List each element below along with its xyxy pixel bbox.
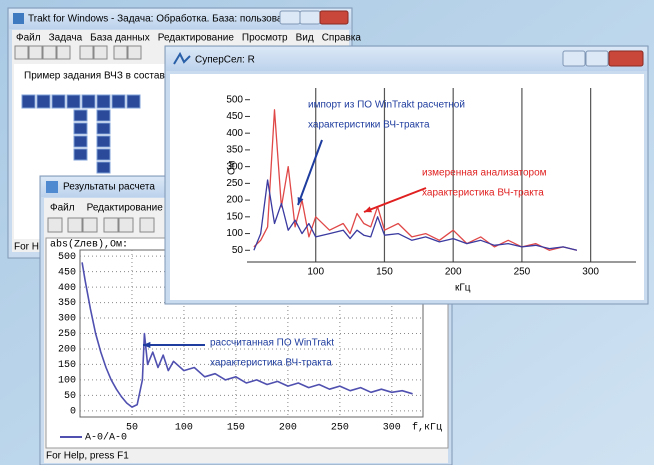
window-title: СуперСел: R: [195, 55, 255, 66]
annotation: характеристика ВЧ-тракта: [422, 188, 544, 199]
y-tick-label: 50: [232, 245, 244, 256]
y-tick-label: 100: [226, 228, 243, 239]
y-tick-label: 400: [226, 128, 243, 139]
status-bar: For Help, press F1: [46, 451, 129, 462]
minimize[interactable]: [280, 11, 300, 24]
menu-item[interactable]: Просмотр: [242, 33, 288, 44]
x-axis-label: f,кГц: [412, 422, 442, 434]
menu-item[interactable]: Редактирование: [87, 203, 164, 214]
window-title: Trakt for Windows - Задача: Обработка. Б…: [28, 13, 303, 25]
tool-button[interactable]: [29, 46, 42, 59]
menu-item[interactable]: Вид: [296, 33, 314, 44]
x-axis-label: кГц: [455, 283, 471, 294]
y-tick-label: 500: [58, 252, 76, 263]
maximize[interactable]: [300, 11, 320, 24]
y-tick-label: 150: [58, 360, 76, 371]
tool-button[interactable]: [68, 218, 82, 232]
y-tick-label: 200: [226, 195, 243, 206]
y-axis-label: Ом: [227, 160, 238, 175]
y-tick-label: 450: [58, 267, 76, 278]
menu-item[interactable]: Редактирование: [158, 33, 235, 44]
tool-button[interactable]: [15, 46, 28, 59]
tool-button[interactable]: [80, 46, 93, 59]
app-icon: [13, 13, 24, 24]
tool-button[interactable]: [83, 218, 97, 232]
annotation: рассчитанная ПО WinTrakt: [210, 338, 334, 349]
y-tick-label: 0: [70, 406, 76, 417]
x-tick-label: 150: [376, 267, 393, 278]
x-tick-label: 100: [175, 423, 193, 434]
y-tick-label: 200: [58, 345, 76, 356]
annotation: характеристики ВЧ-тракта: [308, 120, 430, 131]
tool-button[interactable]: [94, 46, 107, 59]
menu-item[interactable]: Файл: [50, 203, 75, 214]
tool-button[interactable]: [57, 46, 70, 59]
y-tick-label: 150: [226, 211, 243, 222]
menu-item[interactable]: База данных: [90, 33, 150, 44]
app-icon: [46, 181, 58, 193]
annotation: измеренная анализатором: [422, 168, 547, 179]
y-tick-label: 300: [58, 314, 76, 325]
annotation: характеристика ВЧ-тракта: [210, 358, 332, 369]
annotation: импорт из ПО WinTrakt расчетной: [308, 100, 465, 111]
x-tick-label: 250: [331, 423, 349, 434]
y-tick-label: 500: [226, 94, 243, 105]
tool-button[interactable]: [119, 218, 133, 232]
screen: Trakt for Windows - Задача: Обработка. Б…: [0, 0, 654, 465]
minimize[interactable]: [563, 51, 585, 66]
x-tick-label: 300: [582, 267, 599, 278]
x-tick-label: 100: [307, 267, 324, 278]
y-tick-label: 250: [226, 178, 243, 189]
y-tick-label: 350: [58, 298, 76, 309]
menu-item[interactable]: Файл: [16, 33, 41, 44]
tool-button[interactable]: [43, 46, 56, 59]
tool-button[interactable]: [104, 218, 118, 232]
tool-button[interactable]: [114, 46, 127, 59]
y-axis-label: abs(Zлев),Ом:: [50, 239, 128, 251]
x-tick-label: 250: [514, 267, 531, 278]
x-tick-label: 200: [279, 423, 297, 434]
y-tick-label: 350: [226, 145, 243, 156]
x-tick-label: 200: [445, 267, 462, 278]
y-tick-label: 250: [58, 329, 76, 340]
window-title: Результаты расчета: [63, 182, 155, 193]
y-tick-label: 450: [226, 111, 243, 122]
tool-button[interactable]: [128, 46, 141, 59]
y-tick-label: 400: [58, 283, 76, 294]
x-tick-label: 150: [227, 423, 245, 434]
maximize[interactable]: [586, 51, 608, 66]
close[interactable]: [320, 11, 348, 24]
supersel-window: СуперСел: R 50 100 150 200 250 300 350 400 450 50…: [165, 46, 648, 304]
legend-label: A-0/A-0: [85, 432, 127, 444]
close[interactable]: [609, 51, 643, 66]
menu-item[interactable]: Задача: [49, 33, 83, 44]
x-tick-label: 300: [383, 423, 401, 434]
tool-button[interactable]: [140, 218, 154, 232]
x-tick-label: 50: [126, 423, 138, 434]
y-tick-label: 50: [64, 391, 76, 402]
tool-button[interactable]: [48, 218, 62, 232]
y-tick-label: 100: [58, 376, 76, 387]
menu-item[interactable]: Справка: [322, 33, 362, 44]
